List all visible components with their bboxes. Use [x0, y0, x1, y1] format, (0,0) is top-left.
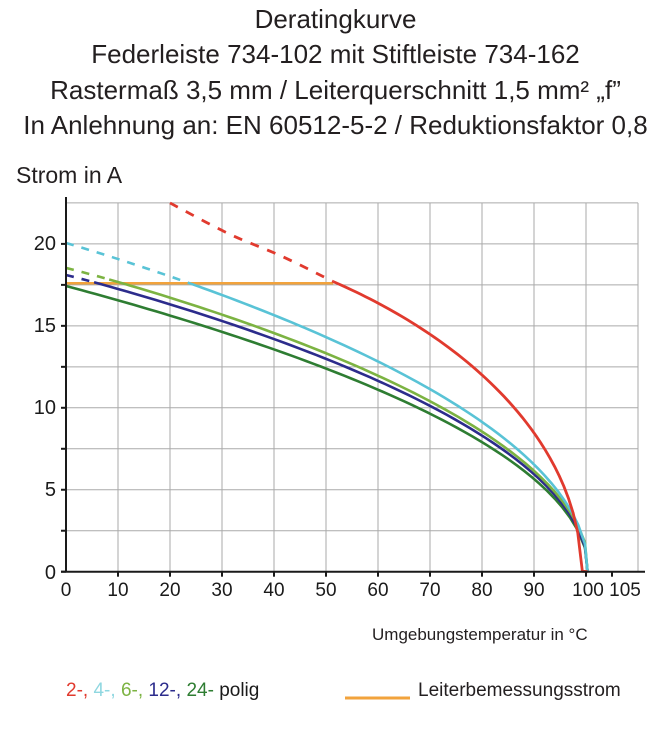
- svg-text:60: 60: [367, 580, 388, 601]
- svg-text:105: 105: [609, 580, 641, 601]
- svg-text:15: 15: [34, 315, 56, 337]
- svg-text:10: 10: [34, 397, 56, 419]
- svg-text:10: 10: [107, 580, 128, 601]
- svg-text:80: 80: [471, 580, 492, 601]
- svg-text:20: 20: [159, 580, 180, 601]
- svg-text:40: 40: [263, 580, 284, 601]
- svg-text:30: 30: [211, 580, 232, 601]
- svg-text:0: 0: [45, 562, 56, 584]
- svg-text:70: 70: [419, 580, 440, 601]
- svg-text:0: 0: [61, 580, 72, 601]
- svg-text:5: 5: [45, 479, 56, 501]
- svg-text:100: 100: [572, 580, 604, 601]
- svg-text:50: 50: [315, 580, 336, 601]
- svg-text:20: 20: [34, 233, 56, 255]
- svg-text:90: 90: [523, 580, 544, 601]
